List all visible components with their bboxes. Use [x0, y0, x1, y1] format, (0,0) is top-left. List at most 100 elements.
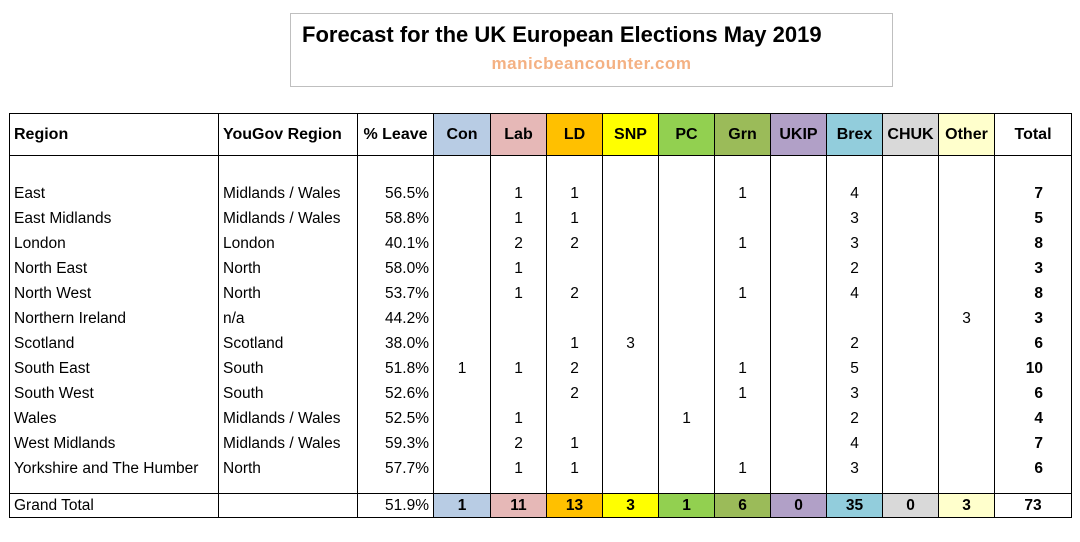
total-cell: 3 — [994, 256, 1072, 281]
column-header: PC — [658, 113, 715, 156]
seat-cell — [714, 306, 771, 331]
grand-total-cell: 1 — [433, 493, 491, 518]
seat-cell — [490, 306, 547, 331]
table-row: East Midlands / Wales 56.5% 1 1 1 4 7 — [9, 181, 1072, 206]
seat-cell: 3 — [938, 306, 995, 331]
empty-cell — [546, 481, 603, 494]
table-row: West Midlands Midlands / Wales 59.3% 2 1 4 7 — [9, 431, 1072, 456]
seat-cell — [602, 456, 659, 481]
leave-pct-cell: 44.2% — [357, 306, 434, 331]
seat-cell — [938, 331, 995, 356]
grand-total-cell: 73 — [994, 493, 1072, 518]
seat-cell: 1 — [546, 181, 603, 206]
seat-cell: 1 — [714, 231, 771, 256]
empty-cell — [938, 155, 995, 181]
seat-cell: 1 — [490, 256, 547, 281]
column-header: Grn — [714, 113, 771, 156]
empty-cell — [826, 155, 883, 181]
seat-cell — [882, 406, 939, 431]
yougov-region-cell: North — [218, 281, 358, 306]
seat-cell — [714, 431, 771, 456]
yougov-region-cell: Midlands / Wales — [218, 406, 358, 431]
empty-cell — [357, 155, 434, 181]
seat-cell: 2 — [826, 331, 883, 356]
seat-cell: 2 — [546, 281, 603, 306]
seat-cell: 1 — [490, 206, 547, 231]
leave-pct-cell: 52.6% — [357, 381, 434, 406]
table-row: Northern Ireland n/a 44.2% 3 3 — [9, 306, 1072, 331]
total-cell: 10 — [994, 356, 1072, 381]
seat-cell: 1 — [546, 456, 603, 481]
grand-total-label: Grand Total — [9, 493, 219, 518]
seat-cell — [658, 306, 715, 331]
seat-cell — [770, 356, 827, 381]
seat-cell — [433, 281, 491, 306]
empty-cell — [826, 481, 883, 494]
seat-cell — [714, 406, 771, 431]
column-header: Total — [994, 113, 1072, 156]
total-cell: 7 — [994, 181, 1072, 206]
seat-cell — [938, 406, 995, 431]
empty-cell — [357, 481, 434, 494]
seat-cell — [770, 256, 827, 281]
empty-cell — [602, 155, 659, 181]
seat-cell — [882, 331, 939, 356]
grand-total-cell: 6 — [714, 493, 771, 518]
subtitle: manicbeancounter.com — [491, 54, 692, 73]
seat-cell — [882, 281, 939, 306]
seat-cell — [658, 331, 715, 356]
seat-cell — [433, 231, 491, 256]
seat-cell — [882, 356, 939, 381]
seat-cell: 2 — [490, 231, 547, 256]
column-header: SNP — [602, 113, 659, 156]
seat-cell: 1 — [714, 456, 771, 481]
seat-cell: 1 — [490, 456, 547, 481]
empty-cell — [882, 155, 939, 181]
seat-cell: 3 — [826, 231, 883, 256]
seat-cell — [826, 306, 883, 331]
empty-cell — [490, 155, 547, 181]
seat-cell — [433, 256, 491, 281]
seat-cell: 1 — [714, 356, 771, 381]
column-header: LD — [546, 113, 603, 156]
seat-cell — [658, 231, 715, 256]
empty-cell — [994, 481, 1072, 494]
leave-pct-cell: 51.8% — [357, 356, 434, 381]
total-cell: 8 — [994, 281, 1072, 306]
leave-pct-cell: 56.5% — [357, 181, 434, 206]
seat-cell — [490, 331, 547, 356]
leave-pct-cell: 59.3% — [357, 431, 434, 456]
region-cell: London — [9, 231, 219, 256]
empty-cell — [938, 481, 995, 494]
seat-cell — [714, 206, 771, 231]
empty-cell — [714, 155, 771, 181]
yougov-region-cell: South — [218, 356, 358, 381]
column-header: Brex — [826, 113, 883, 156]
yougov-region-cell: North — [218, 256, 358, 281]
region-cell: South West — [9, 381, 219, 406]
seat-cell — [882, 381, 939, 406]
seat-cell — [602, 281, 659, 306]
seat-cell: 1 — [714, 381, 771, 406]
table-row: Wales Midlands / Wales 52.5% 1 1 2 4 — [9, 406, 1072, 431]
seat-cell — [602, 381, 659, 406]
empty-cell — [218, 155, 358, 181]
seat-cell — [658, 181, 715, 206]
seat-cell — [433, 406, 491, 431]
empty-cell — [882, 481, 939, 494]
seat-cell: 3 — [602, 331, 659, 356]
seat-cell — [602, 256, 659, 281]
seat-cell — [882, 206, 939, 231]
column-header: YouGov Region — [218, 113, 358, 156]
seat-cell — [602, 206, 659, 231]
seat-cell — [938, 456, 995, 481]
seat-cell — [770, 456, 827, 481]
seat-cell — [658, 356, 715, 381]
page-title: Forecast for the UK European Elections M… — [302, 22, 822, 47]
seat-cell — [658, 256, 715, 281]
leave-pct-cell: 53.7% — [357, 281, 434, 306]
seat-cell: 1 — [546, 206, 603, 231]
seat-cell — [714, 256, 771, 281]
yougov-region-cell: North — [218, 456, 358, 481]
leave-pct-cell: 58.8% — [357, 206, 434, 231]
